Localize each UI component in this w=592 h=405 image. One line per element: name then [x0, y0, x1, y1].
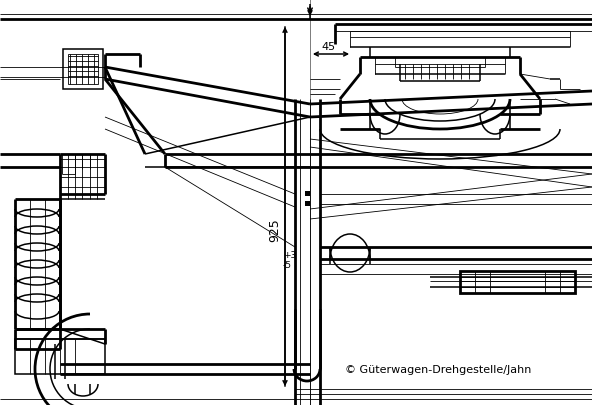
Bar [305, 202, 310, 207]
Bar [15, 339, 105, 374]
Bar [68, 55, 98, 85]
Bar [63, 50, 103, 90]
Bar [460, 271, 575, 293]
Text: -5: -5 [283, 260, 292, 269]
Text: +3: +3 [283, 250, 296, 259]
Text: © Güterwagen-Drehgestelle/Jahn: © Güterwagen-Drehgestelle/Jahn [345, 364, 532, 374]
Bar [305, 192, 310, 196]
Text: 45: 45 [321, 42, 335, 52]
Text: 925: 925 [269, 217, 282, 241]
